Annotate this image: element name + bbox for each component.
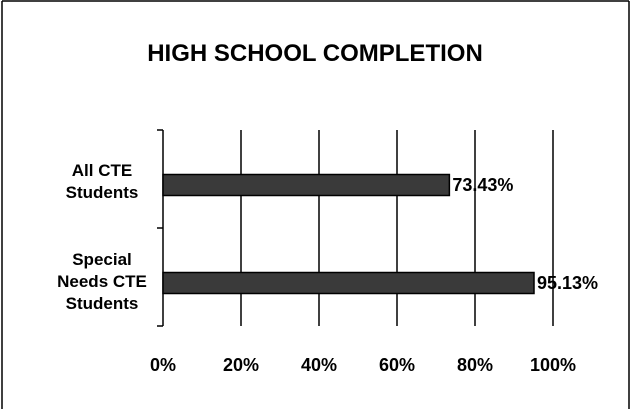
bar [162, 173, 451, 197]
x-tick-label: 20% [223, 355, 259, 375]
category-label: All CTE [72, 161, 132, 180]
data-label: 95.13% [537, 273, 598, 293]
category-label: Needs CTE [57, 272, 147, 291]
x-tick-label: 100% [530, 355, 576, 375]
x-tick-label: 60% [379, 355, 415, 375]
x-tick-label: 80% [457, 355, 493, 375]
category-label: Students [66, 294, 139, 313]
category-label: Special [72, 250, 132, 269]
x-tick-label: 40% [301, 355, 337, 375]
bar [162, 271, 535, 295]
x-tick-label: 0% [150, 355, 176, 375]
chart-title: HIGH SCHOOL COMPLETION [147, 40, 483, 67]
plot-area: 0% 20% 40% 60% 80% 100% 73.43% All CTE Students 9… [57, 129, 598, 375]
data-label: 73.43% [452, 175, 513, 195]
category-label: Students [66, 183, 139, 202]
